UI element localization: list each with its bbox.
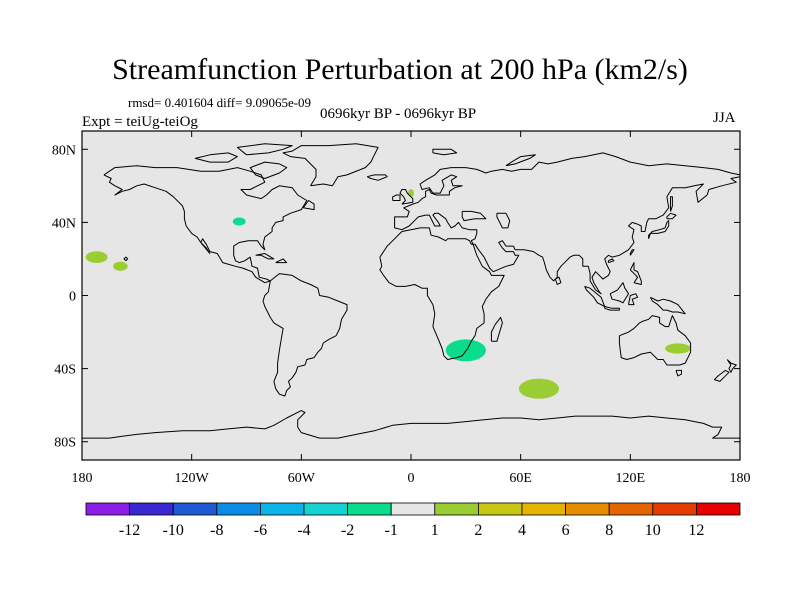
colorbar-label: 12 xyxy=(688,522,704,539)
coast-madagascar xyxy=(490,316,503,342)
north-sea-anomaly xyxy=(408,189,414,198)
southern-indian-ocean-anomaly xyxy=(518,378,560,399)
experiment-label: Expt = teiUg-teiOg xyxy=(82,114,198,130)
x-tick-label: 120E xyxy=(616,471,646,486)
x-tick-label: 180 xyxy=(72,471,93,486)
colorbar-swatch xyxy=(216,502,261,516)
coast-sumatra xyxy=(584,285,606,307)
colorbar-swatch xyxy=(434,502,479,516)
coast-ireland xyxy=(392,194,401,201)
colorbar-label: -4 xyxy=(297,522,310,539)
coast-new-zealand-s xyxy=(713,369,730,382)
colorbar-swatch xyxy=(521,502,566,516)
colorbar-swatch xyxy=(652,502,697,516)
coast-australia xyxy=(618,315,692,366)
coast-hawaii xyxy=(123,256,129,262)
eastern-australia-anomaly xyxy=(665,343,691,354)
coast-japan xyxy=(648,220,670,239)
colorbar-swatch xyxy=(390,502,436,516)
coast-north-america xyxy=(103,165,308,284)
colorbar-label: 10 xyxy=(645,522,661,539)
season-label: JJA xyxy=(713,110,736,126)
colorbar-swatch xyxy=(303,502,348,516)
colorbar-swatch xyxy=(259,502,305,516)
colorbar-label: 4 xyxy=(518,522,526,539)
coast-hainan xyxy=(607,258,615,264)
colorbar-label: 6 xyxy=(562,522,570,539)
coast-new-guinea xyxy=(649,296,686,315)
coast-south-america xyxy=(262,273,348,397)
coast-black-sea xyxy=(461,210,487,222)
coast-newfoundland xyxy=(302,200,315,211)
coast-sri-lanka xyxy=(554,276,562,285)
coast-baffin xyxy=(249,161,288,179)
rmsd-stats: rmsd= 0.401604 diff= 9.09065e-09 xyxy=(128,95,312,110)
coast-cuba xyxy=(255,253,275,260)
colorbar-swatch xyxy=(347,502,392,516)
coast-britain xyxy=(399,189,414,205)
colorbar-swatch xyxy=(696,502,741,516)
y-tick-label: 40N xyxy=(52,216,76,231)
colorbar: -12 -10 -8 -6 -4 -2 -1 1 2 4 6 8 10 12 xyxy=(85,502,741,539)
coastlines xyxy=(82,143,741,439)
chart-title: Streamfunction Perturbation at 200 hPa (… xyxy=(112,53,688,86)
coast-greenland xyxy=(282,143,379,187)
colorbar-swatch xyxy=(565,502,610,516)
hawaii-anomaly xyxy=(85,251,108,263)
colorbar-label: -6 xyxy=(254,522,267,539)
colorbar-label: -2 xyxy=(341,522,354,539)
coast-java xyxy=(604,306,620,311)
coast-iceland xyxy=(366,174,388,181)
coast-novaya-zemlya xyxy=(505,154,536,167)
period-label: 0696kyr BP - 0696kyr BP xyxy=(320,106,477,122)
coast-new-zealand-n xyxy=(726,359,737,373)
x-tick-label: 180 xyxy=(730,471,751,486)
coast-hispaniola xyxy=(275,258,288,264)
colorbar-swatch xyxy=(477,502,523,516)
coast-caspian xyxy=(496,212,511,229)
coast-svalbard xyxy=(432,148,458,156)
colorbar-label: 1 xyxy=(431,522,439,539)
x-tick-label: 0 xyxy=(408,471,415,486)
coast-ellesmere xyxy=(236,143,293,156)
coast-africa-eurasia xyxy=(379,152,741,360)
x-tick-label: 120W xyxy=(175,471,210,486)
colorbar-swatch xyxy=(608,502,654,516)
x-tick-label: 60W xyxy=(288,471,316,486)
colorbar-label: -8 xyxy=(210,522,223,539)
colorbar-swatch xyxy=(172,502,218,516)
x-tick-label: 60E xyxy=(509,471,532,486)
colorbar-swatch xyxy=(85,502,130,516)
colorbar-swatch xyxy=(129,502,174,516)
coast-sakhalin xyxy=(670,196,673,212)
colorbar-label: -12 xyxy=(119,522,140,539)
coast-philippines xyxy=(629,262,642,285)
coast-taiwan xyxy=(629,249,635,256)
coast-borneo xyxy=(609,282,629,304)
coast-arctic-islands xyxy=(194,152,238,163)
y-tick-label: 80S xyxy=(54,436,76,451)
colorbar-label: -10 xyxy=(163,522,184,539)
y-tick-label: 0 xyxy=(69,290,76,305)
coast-tasmania xyxy=(675,369,682,377)
colorbar-label: 8 xyxy=(605,522,613,539)
y-tick-label: 80N xyxy=(52,143,76,158)
coast-antarctica xyxy=(82,410,740,439)
coast-hokkaido xyxy=(666,212,677,220)
map-background xyxy=(82,131,740,460)
y-tick-label: 40S xyxy=(54,363,76,378)
colorbar-label: -1 xyxy=(385,522,398,539)
central-pacific-anomaly xyxy=(113,261,128,271)
coast-sulawesi xyxy=(628,293,639,306)
colorbar-label: 2 xyxy=(474,522,482,539)
great-lakes-anomaly xyxy=(232,217,246,226)
axis-ticks: 180 120W 60W 0 60E 120E 180 80N 40N 0 40S 80S xyxy=(52,131,751,486)
